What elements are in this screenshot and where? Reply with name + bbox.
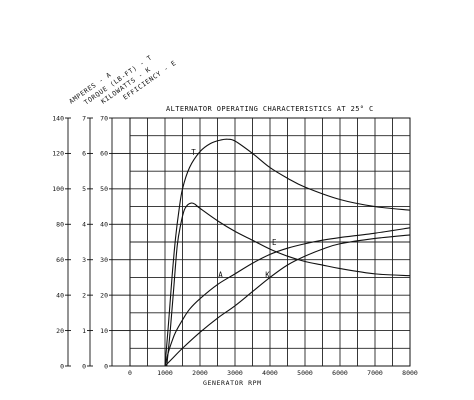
x-tick-label: 7000 [367,369,383,377]
y-tick-label-amperes: 100 [52,185,64,193]
x-axis-title: GENERATOR RPM [203,379,262,387]
x-tick-label: 8000 [402,369,418,377]
series-line-k [164,234,411,367]
x-tick-label: 3000 [227,369,243,377]
x-tick-label: 2000 [192,369,208,377]
chart-title: ALTERNATOR OPERATING CHARACTERISTICS AT … [166,105,374,113]
series-label-e: E [272,238,277,247]
y-tick-label-amperes: 140 [52,114,64,122]
series-label-t: T [191,148,196,157]
axes: 0 1000 2000 3000 4000 5000 6000 7000 80000204060… [52,114,418,377]
y-tick-label-amperes: 20 [56,327,64,335]
x-tick-label: 0 [128,369,132,377]
series-line-t [164,138,411,367]
y-tick-label-torque: 4 [82,221,86,229]
y-tick-label-torque: 1 [82,327,86,335]
x-tick-label: 5000 [297,369,313,377]
x-tick-label: 6000 [332,369,348,377]
y-tick-label-torque: 0 [82,362,86,370]
y-tick-label-kilowatts: 20 [100,291,108,299]
y-tick-label-amperes: 40 [56,291,64,299]
x-tick-label: 1000 [157,369,173,377]
series-label-a: A [218,270,223,279]
y-tick-label-kilowatts: 50 [100,185,108,193]
series-line-a [164,227,411,367]
series-line-e [166,202,411,367]
y-tick-label-kilowatts: 0 [104,362,108,370]
y-tick-label-torque: 2 [82,291,86,299]
y-tick-label-torque: 7 [82,114,86,122]
y-tick-label-torque: 5 [82,185,86,193]
y-tick-label-amperes: 0 [60,362,64,370]
grid [129,117,411,367]
y-tick-label-amperes: 80 [56,221,64,229]
y-tick-label-kilowatts: 10 [100,327,108,335]
y-tick-label-kilowatts: 60 [100,150,108,158]
x-tick-label: 4000 [262,369,278,377]
y-tick-label-kilowatts: 70 [100,114,108,122]
series-layer: T E A K [164,138,411,367]
series-label-k: K [265,270,270,279]
y-tick-label-kilowatts: 30 [100,256,108,264]
y-tick-label-torque: 3 [82,256,86,264]
y-tick-label-amperes: 60 [56,256,64,264]
y-tick-label-kilowatts: 40 [100,221,108,229]
y-tick-label-torque: 6 [82,150,86,158]
y-tick-label-amperes: 120 [52,150,64,158]
